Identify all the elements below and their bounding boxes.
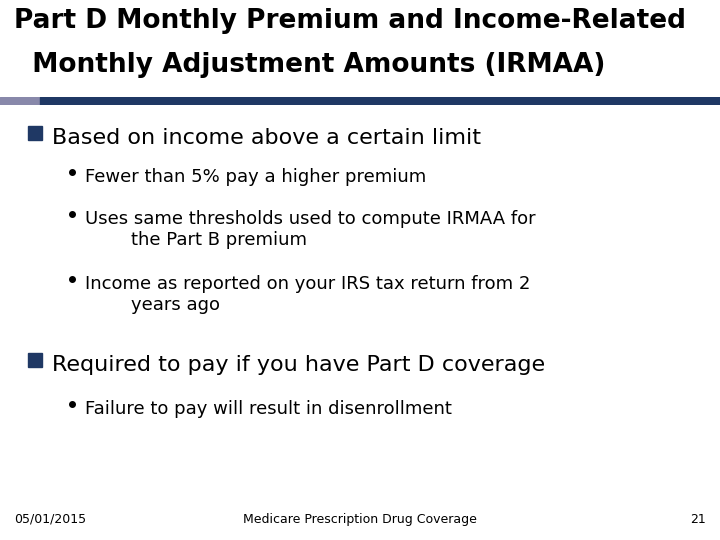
Text: Monthly Adjustment Amounts (IRMAA): Monthly Adjustment Amounts (IRMAA) <box>14 52 606 78</box>
Text: Part D Monthly Premium and Income-Related: Part D Monthly Premium and Income-Relate… <box>14 8 686 34</box>
Text: Uses same thresholds used to compute IRMAA for
        the Part B premium: Uses same thresholds used to compute IRM… <box>85 210 536 249</box>
Text: 05/01/2015: 05/01/2015 <box>14 513 86 526</box>
Text: 21: 21 <box>690 513 706 526</box>
Text: Failure to pay will result in disenrollment: Failure to pay will result in disenrollm… <box>85 400 452 418</box>
Bar <box>0 97 40 105</box>
FancyBboxPatch shape <box>28 353 42 367</box>
Text: Based on income above a certain limit: Based on income above a certain limit <box>52 128 481 148</box>
Text: Income as reported on your IRS tax return from 2
        years ago: Income as reported on your IRS tax retur… <box>85 275 531 314</box>
FancyBboxPatch shape <box>28 126 42 140</box>
Text: Required to pay if you have Part D coverage: Required to pay if you have Part D cover… <box>52 355 545 375</box>
Text: Medicare Prescription Drug Coverage: Medicare Prescription Drug Coverage <box>243 513 477 526</box>
Text: Fewer than 5% pay a higher premium: Fewer than 5% pay a higher premium <box>85 168 426 186</box>
